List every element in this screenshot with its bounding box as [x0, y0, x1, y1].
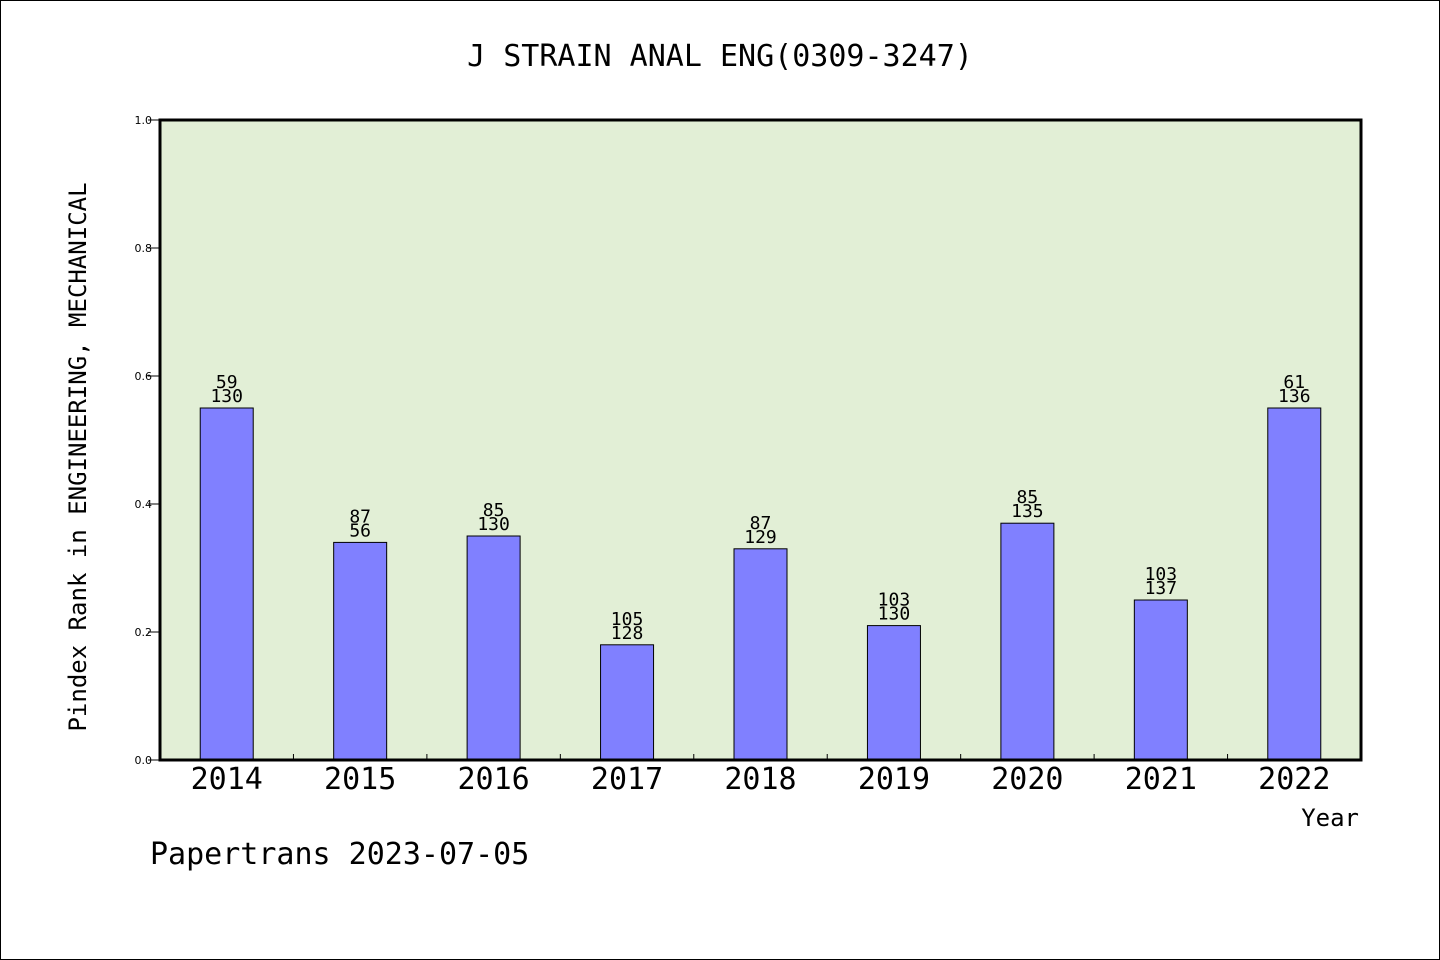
bar-total-label-2016: 130	[477, 514, 510, 535]
bar-2015	[333, 541, 388, 761]
bar-2018	[733, 548, 788, 761]
bar-total-label-2019: 130	[878, 604, 911, 625]
bar-total-label-2018: 129	[744, 527, 777, 548]
x-tick-label-2014: 2014	[191, 762, 263, 797]
x-tick-label-2022: 2022	[1258, 762, 1330, 797]
x-axis: 2014 2015 2016 2017 2018 2019 2020 2021 2022	[191, 754, 1330, 797]
x-tick-label-2017: 2017	[591, 762, 663, 797]
y-tick-label-0.4: 0.4	[135, 498, 153, 511]
x-tick-label-2015: 2015	[324, 762, 396, 797]
bar-total-label-2020: 135	[1011, 501, 1044, 522]
bar-total-label-2021: 137	[1145, 578, 1178, 599]
y-tick-label-0.8: 0.8	[135, 242, 153, 255]
bar-total-label-2014: 130	[210, 386, 243, 407]
bar-rank-label-2020: 85	[1017, 487, 1039, 508]
bar-rank-label-2021: 103	[1145, 564, 1178, 585]
bar-2022	[1267, 407, 1322, 761]
bar-rank-label-2014: 59	[216, 372, 238, 393]
plot-border	[158, 118, 1363, 762]
y-tick-label-1.0: 1.0	[135, 114, 153, 127]
bar-rank-label-2017: 105	[611, 609, 644, 630]
bar-labels-group: 5913087568513010512887129103130851351031…	[210, 372, 1310, 644]
footer-credit: Papertrans 2023-07-05	[150, 837, 529, 872]
bar-rank-label-2015: 87	[349, 506, 371, 527]
y-axis-label: Pindex Rank in ENGINEERING, MECHANICAL	[64, 182, 92, 731]
bar-rank-label-2018: 87	[750, 513, 772, 534]
y-tick-label-0.6: 0.6	[135, 370, 153, 383]
x-tick-label-2019: 2019	[858, 762, 930, 797]
x-tick-label-2016: 2016	[457, 762, 529, 797]
bar-rank-label-2019: 103	[878, 590, 911, 611]
bar-2019	[866, 625, 921, 761]
bar-2021	[1133, 599, 1188, 761]
bar-2016	[466, 535, 521, 761]
y-tick-label-0.2: 0.2	[135, 626, 153, 639]
chart-title: J STRAIN ANAL ENG(0309-3247)	[467, 39, 973, 74]
y-tick-label-0.0: 0.0	[135, 754, 153, 767]
bar-2020	[1000, 522, 1055, 761]
bar-rank-label-2022: 61	[1283, 372, 1305, 393]
bar-total-label-2017: 128	[611, 623, 644, 644]
bar-2017	[600, 644, 655, 761]
x-tick-label-2021: 2021	[1125, 762, 1197, 797]
x-tick-label-2018: 2018	[724, 762, 796, 797]
bar-total-label-2022: 136	[1278, 386, 1311, 407]
x-axis-label: Year	[1301, 804, 1359, 832]
bar-rank-label-2016: 85	[483, 500, 505, 521]
bar-2014	[199, 407, 254, 761]
bars-group	[199, 407, 1322, 761]
bar-total-label-2015: 56	[349, 520, 371, 541]
y-axis: 0.0 0.2 0.4 0.6 0.8 1.0	[135, 114, 160, 767]
x-tick-label-2020: 2020	[991, 762, 1063, 797]
